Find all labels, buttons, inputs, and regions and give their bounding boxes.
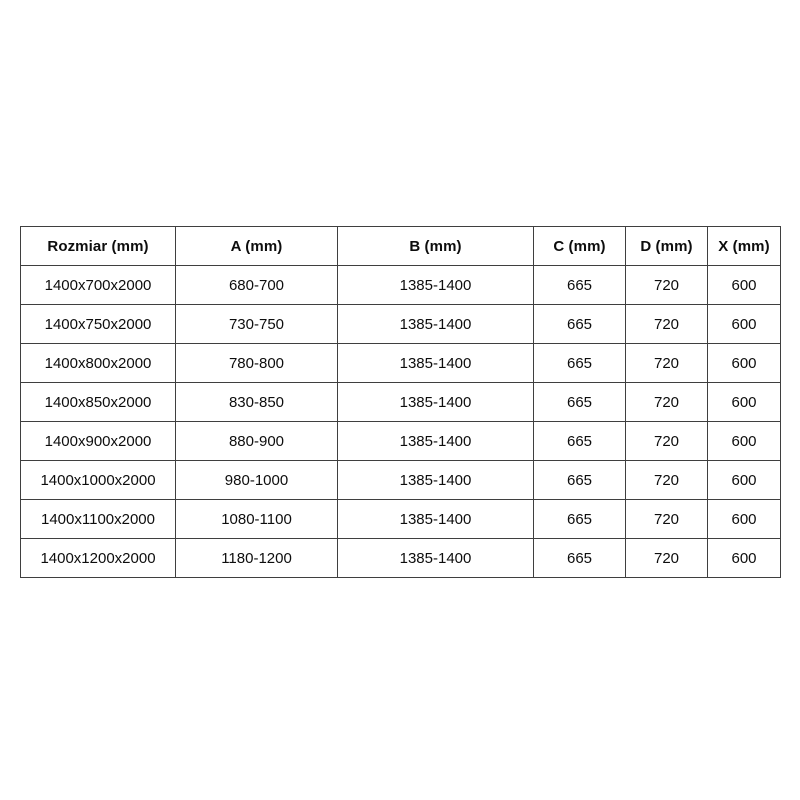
cell-d: 720 [625, 343, 708, 383]
cell-a: 830-850 [175, 382, 338, 422]
cell-rozmiar: 1400x750x2000 [20, 304, 176, 344]
column-header-rozmiar: Rozmiar (mm) [20, 226, 176, 266]
table-row: 1400x1200x2000 1180-1200 1385-1400 665 7… [20, 538, 781, 578]
table-header-row: Rozmiar (mm) A (mm) B (mm) C (mm) D (mm)… [20, 226, 781, 266]
cell-rozmiar: 1400x900x2000 [20, 421, 176, 461]
cell-a: 730-750 [175, 304, 338, 344]
cell-rozmiar: 1400x1000x2000 [20, 460, 176, 500]
cell-b: 1385-1400 [337, 538, 534, 578]
column-header-b: B (mm) [337, 226, 534, 266]
cell-b: 1385-1400 [337, 343, 534, 383]
cell-b: 1385-1400 [337, 460, 534, 500]
cell-d: 720 [625, 304, 708, 344]
cell-c: 665 [533, 343, 626, 383]
cell-x: 600 [707, 343, 781, 383]
cell-rozmiar: 1400x1200x2000 [20, 538, 176, 578]
cell-rozmiar: 1400x800x2000 [20, 343, 176, 383]
cell-a: 780-800 [175, 343, 338, 383]
cell-rozmiar: 1400x1100x2000 [20, 499, 176, 539]
table-row: 1400x850x2000 830-850 1385-1400 665 720 … [20, 382, 781, 422]
cell-c: 665 [533, 421, 626, 461]
specification-table-container: Rozmiar (mm) A (mm) B (mm) C (mm) D (mm)… [20, 226, 781, 578]
table-row: 1400x700x2000 680-700 1385-1400 665 720 … [20, 265, 781, 305]
table-row: 1400x800x2000 780-800 1385-1400 665 720 … [20, 343, 781, 383]
cell-d: 720 [625, 538, 708, 578]
table-row: 1400x750x2000 730-750 1385-1400 665 720 … [20, 304, 781, 344]
table-body: 1400x700x2000 680-700 1385-1400 665 720 … [20, 265, 781, 578]
cell-b: 1385-1400 [337, 304, 534, 344]
cell-b: 1385-1400 [337, 499, 534, 539]
column-header-c: C (mm) [533, 226, 626, 266]
cell-x: 600 [707, 265, 781, 305]
cell-d: 720 [625, 460, 708, 500]
table-row: 1400x1100x2000 1080-1100 1385-1400 665 7… [20, 499, 781, 539]
cell-b: 1385-1400 [337, 265, 534, 305]
cell-c: 665 [533, 304, 626, 344]
cell-a: 1180-1200 [175, 538, 338, 578]
column-header-a: A (mm) [175, 226, 338, 266]
cell-x: 600 [707, 382, 781, 422]
cell-x: 600 [707, 460, 781, 500]
cell-a: 880-900 [175, 421, 338, 461]
cell-c: 665 [533, 538, 626, 578]
cell-d: 720 [625, 382, 708, 422]
table-row: 1400x1000x2000 980-1000 1385-1400 665 72… [20, 460, 781, 500]
cell-c: 665 [533, 265, 626, 305]
cell-a: 980-1000 [175, 460, 338, 500]
cell-x: 600 [707, 538, 781, 578]
dimensions-table: Rozmiar (mm) A (mm) B (mm) C (mm) D (mm)… [20, 226, 781, 578]
cell-d: 720 [625, 499, 708, 539]
column-header-d: D (mm) [625, 226, 708, 266]
cell-d: 720 [625, 421, 708, 461]
column-header-x: X (mm) [707, 226, 781, 266]
cell-c: 665 [533, 382, 626, 422]
cell-rozmiar: 1400x850x2000 [20, 382, 176, 422]
cell-c: 665 [533, 460, 626, 500]
table-row: 1400x900x2000 880-900 1385-1400 665 720 … [20, 421, 781, 461]
cell-b: 1385-1400 [337, 421, 534, 461]
cell-x: 600 [707, 499, 781, 539]
cell-x: 600 [707, 304, 781, 344]
cell-c: 665 [533, 499, 626, 539]
cell-rozmiar: 1400x700x2000 [20, 265, 176, 305]
table-header: Rozmiar (mm) A (mm) B (mm) C (mm) D (mm)… [20, 226, 781, 266]
cell-a: 1080-1100 [175, 499, 338, 539]
cell-b: 1385-1400 [337, 382, 534, 422]
cell-x: 600 [707, 421, 781, 461]
cell-a: 680-700 [175, 265, 338, 305]
cell-d: 720 [625, 265, 708, 305]
